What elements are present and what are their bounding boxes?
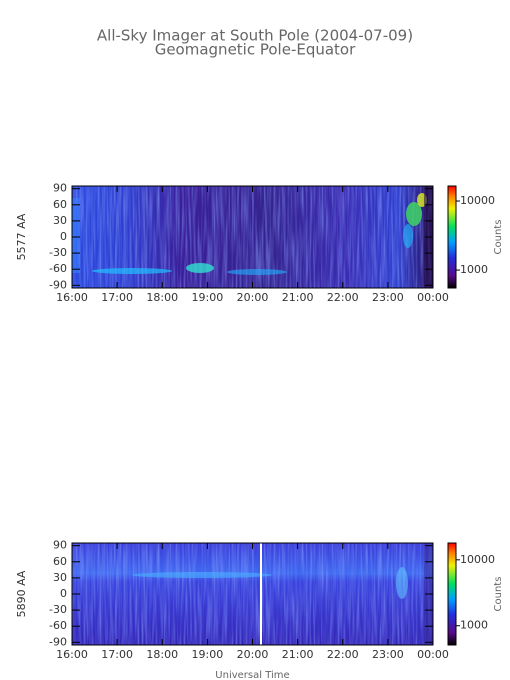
- heatmap-feature: [72, 198, 80, 273]
- x-tick-label: 21:00: [282, 291, 314, 304]
- x-tick-label: 20:00: [237, 648, 269, 661]
- colorbar: [448, 186, 456, 288]
- x-tick-label: 22:00: [327, 291, 359, 304]
- x-tick-label: 19:00: [192, 291, 224, 304]
- x-axis-label: Universal Time: [215, 670, 289, 680]
- x-tick-label: 23:00: [372, 291, 404, 304]
- y-tick-label: 90: [53, 539, 67, 552]
- x-tick-label: 17:00: [101, 291, 133, 304]
- chart-title: All-Sky Imager at South Pole (2004-07-09…: [97, 27, 413, 45]
- y-tick-label: 30: [53, 571, 67, 584]
- colorbar-tick-label: 10000: [460, 553, 495, 566]
- y-tick-label: -90: [49, 635, 67, 648]
- colorbar-tick-label: 1000: [460, 263, 488, 276]
- heatmap-texture: [72, 543, 433, 645]
- colorbar-tick-label: 10000: [460, 194, 495, 207]
- y-tick-label: 0: [60, 230, 67, 243]
- y-tick-label: 60: [53, 555, 67, 568]
- heatmap-gap: [260, 543, 262, 645]
- x-tick-label: 22:00: [327, 648, 359, 661]
- x-tick-label: 16:00: [56, 291, 88, 304]
- x-tick-label: 19:00: [192, 648, 224, 661]
- x-tick-label: 00:00: [417, 291, 449, 304]
- y-tick-label: -30: [49, 246, 67, 259]
- chart-subtitle: Geomagnetic Pole-Equator: [155, 41, 356, 59]
- y-tick-label: 90: [53, 182, 67, 195]
- colorbar-frame: [447, 185, 457, 289]
- colorbar-frame: [447, 542, 457, 646]
- y-axis-label: 5577 AA: [15, 213, 28, 260]
- y-tick-label: 30: [53, 214, 67, 227]
- y-axis-label: 5890 AA: [15, 570, 28, 617]
- heatmap-feature: [186, 263, 214, 273]
- x-tick-label: 18:00: [146, 648, 178, 661]
- x-tick-label: 20:00: [237, 291, 269, 304]
- y-tick-label: 60: [53, 198, 67, 211]
- x-tick-label: 00:00: [417, 648, 449, 661]
- heatmap-image: [72, 543, 433, 645]
- y-tick-label: -30: [49, 603, 67, 616]
- y-tick-label: -60: [49, 619, 67, 632]
- heatmap-feature: [396, 567, 408, 599]
- y-tick-label: -90: [49, 278, 67, 291]
- heatmap-feature: [132, 572, 272, 578]
- colorbar: [448, 543, 456, 645]
- heatmap-feature: [403, 224, 413, 248]
- x-tick-label: 16:00: [56, 648, 88, 661]
- colorbar-tick-label: 1000: [460, 619, 488, 632]
- y-tick-label: -60: [49, 262, 67, 275]
- x-tick-label: 18:00: [146, 291, 178, 304]
- colorbar-label: Counts: [493, 577, 504, 612]
- heatmap-feature: [227, 269, 287, 275]
- x-tick-label: 17:00: [101, 648, 133, 661]
- heatmap-feature: [406, 202, 422, 226]
- heatmap-feature: [92, 268, 172, 274]
- x-tick-label: 23:00: [372, 648, 404, 661]
- heatmap-image: [72, 186, 433, 288]
- y-tick-label: 0: [60, 587, 67, 600]
- colorbar-label: Counts: [493, 220, 504, 255]
- x-tick-label: 21:00: [282, 648, 314, 661]
